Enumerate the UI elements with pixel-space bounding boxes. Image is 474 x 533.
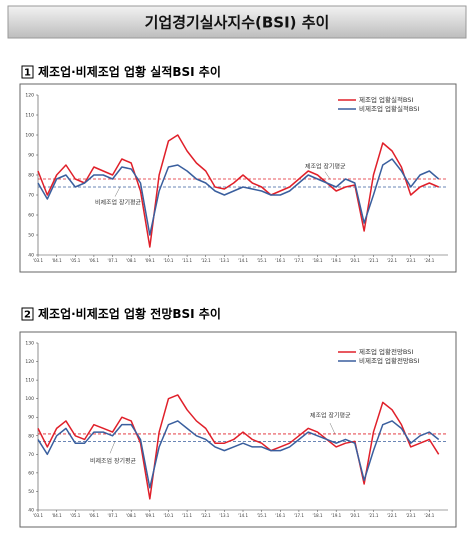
y-tick-label: 110 bbox=[25, 378, 34, 384]
x-tick-label: '11.1 bbox=[182, 513, 192, 518]
annotation-leader bbox=[114, 186, 121, 197]
y-tick-label: 70 bbox=[28, 452, 34, 458]
section-number-box bbox=[21, 65, 34, 79]
annotation-leader bbox=[329, 423, 336, 435]
y-tick-label: 90 bbox=[28, 415, 34, 421]
annotation-leader bbox=[109, 441, 116, 454]
y-tick-label: 90 bbox=[28, 153, 34, 159]
x-tick-label: '15.1 bbox=[257, 258, 267, 263]
y-tick-label: 100 bbox=[25, 396, 34, 402]
x-tick-label: '21.1 bbox=[368, 513, 378, 518]
y-tick-label: 100 bbox=[25, 133, 34, 139]
y-tick-label: 60 bbox=[28, 470, 34, 476]
y-tick-label: 50 bbox=[28, 233, 34, 239]
section-number: 1 bbox=[24, 68, 31, 79]
x-tick-label: '10.1 bbox=[163, 258, 173, 263]
x-tick-label: '08.1 bbox=[126, 258, 136, 263]
series-line bbox=[37, 134, 439, 248]
series-line bbox=[37, 158, 440, 236]
annotation: 비제조업 장기평균 bbox=[95, 199, 142, 207]
legend-label: 비제조업 업황실적BSI bbox=[359, 104, 419, 113]
chart-frame bbox=[19, 83, 457, 273]
x-tick-label: '07.1 bbox=[108, 258, 118, 263]
x-tick-label: '18.1 bbox=[313, 513, 323, 518]
y-tick-label: 40 bbox=[28, 253, 34, 259]
section-number: 2 bbox=[24, 310, 31, 321]
y-tick-label: 130 bbox=[25, 341, 34, 347]
y-tick-label: 120 bbox=[25, 359, 34, 365]
x-tick-label: '16.1 bbox=[275, 258, 285, 263]
x-tick-label: '06.1 bbox=[89, 513, 99, 518]
x-tick-label: '24.1 bbox=[424, 513, 434, 518]
x-tick-label: '23.1 bbox=[406, 258, 416, 263]
y-tick-label: 80 bbox=[28, 433, 34, 439]
x-tick-label: '21.1 bbox=[368, 258, 378, 263]
x-tick-label: '16.1 bbox=[275, 513, 285, 518]
x-tick-label: '19.1 bbox=[331, 258, 341, 263]
x-tick-label: '20.1 bbox=[350, 258, 360, 263]
x-tick-label: '08.1 bbox=[126, 513, 136, 518]
x-tick-label: '18.1 bbox=[313, 258, 323, 263]
y-tick-label: 70 bbox=[28, 193, 34, 199]
x-tick-label: '10.1 bbox=[163, 513, 173, 518]
x-tick-label: '15.1 bbox=[257, 513, 267, 518]
x-tick-label: '19.1 bbox=[331, 513, 341, 518]
x-tick-label: '17.1 bbox=[294, 258, 304, 263]
x-tick-label: '12.1 bbox=[201, 513, 211, 518]
x-tick-label: '09.1 bbox=[145, 258, 155, 263]
annotation: 제조업 장기평균 bbox=[310, 411, 351, 419]
header-bar bbox=[7, 5, 467, 39]
x-tick-label: '11.1 bbox=[182, 258, 192, 263]
section-number-box bbox=[21, 307, 34, 321]
x-tick-label: '04.1 bbox=[52, 513, 62, 518]
x-tick-label: '13.1 bbox=[219, 513, 229, 518]
chart-frame bbox=[19, 331, 457, 528]
x-tick-label: '20.1 bbox=[350, 513, 360, 518]
y-tick-label: 60 bbox=[28, 213, 34, 219]
legend-label: 제조업 업황실적BSI bbox=[359, 95, 413, 104]
y-tick-label: 50 bbox=[28, 489, 34, 495]
x-tick-label: '05.1 bbox=[70, 258, 80, 263]
y-tick-label: 40 bbox=[28, 508, 34, 514]
legend-label: 제조업 업황전망BSI bbox=[359, 347, 413, 356]
series-line bbox=[37, 420, 440, 489]
x-tick-label: '22.1 bbox=[387, 513, 397, 518]
series-line bbox=[37, 394, 440, 500]
x-tick-label: '12.1 bbox=[201, 258, 211, 263]
section-heading: 제조업·비제조업 업황 실적BSI 추이 bbox=[38, 64, 221, 79]
y-tick-label: 120 bbox=[25, 93, 34, 99]
x-tick-label: '03.1 bbox=[33, 258, 43, 263]
page-title: 기업경기실사지수(BSI) 추이 bbox=[145, 14, 330, 32]
x-tick-label: '04.1 bbox=[52, 258, 62, 263]
y-tick-label: 80 bbox=[28, 173, 34, 179]
annotation-leader bbox=[324, 171, 331, 180]
annotation: 제조업 장기평균 bbox=[305, 163, 346, 171]
section-heading: 제조업·비제조업 업황 전망BSI 추이 bbox=[38, 306, 221, 321]
x-tick-label: '13.1 bbox=[219, 258, 229, 263]
legend-label: 비제조업 업황전망BSI bbox=[359, 356, 419, 365]
x-tick-label: '17.1 bbox=[294, 513, 304, 518]
annotation: 비제조업 장기평균 bbox=[90, 457, 137, 465]
x-tick-label: '07.1 bbox=[108, 513, 118, 518]
x-tick-label: '24.1 bbox=[424, 258, 434, 263]
x-tick-label: '05.1 bbox=[70, 513, 80, 518]
x-tick-label: '06.1 bbox=[89, 258, 99, 263]
x-tick-label: '03.1 bbox=[33, 513, 43, 518]
x-tick-label: '14.1 bbox=[238, 258, 248, 263]
x-tick-label: '09.1 bbox=[145, 513, 155, 518]
x-tick-label: '14.1 bbox=[238, 513, 248, 518]
x-tick-label: '22.1 bbox=[387, 258, 397, 263]
x-tick-label: '23.1 bbox=[406, 513, 416, 518]
y-tick-label: 110 bbox=[25, 113, 34, 119]
